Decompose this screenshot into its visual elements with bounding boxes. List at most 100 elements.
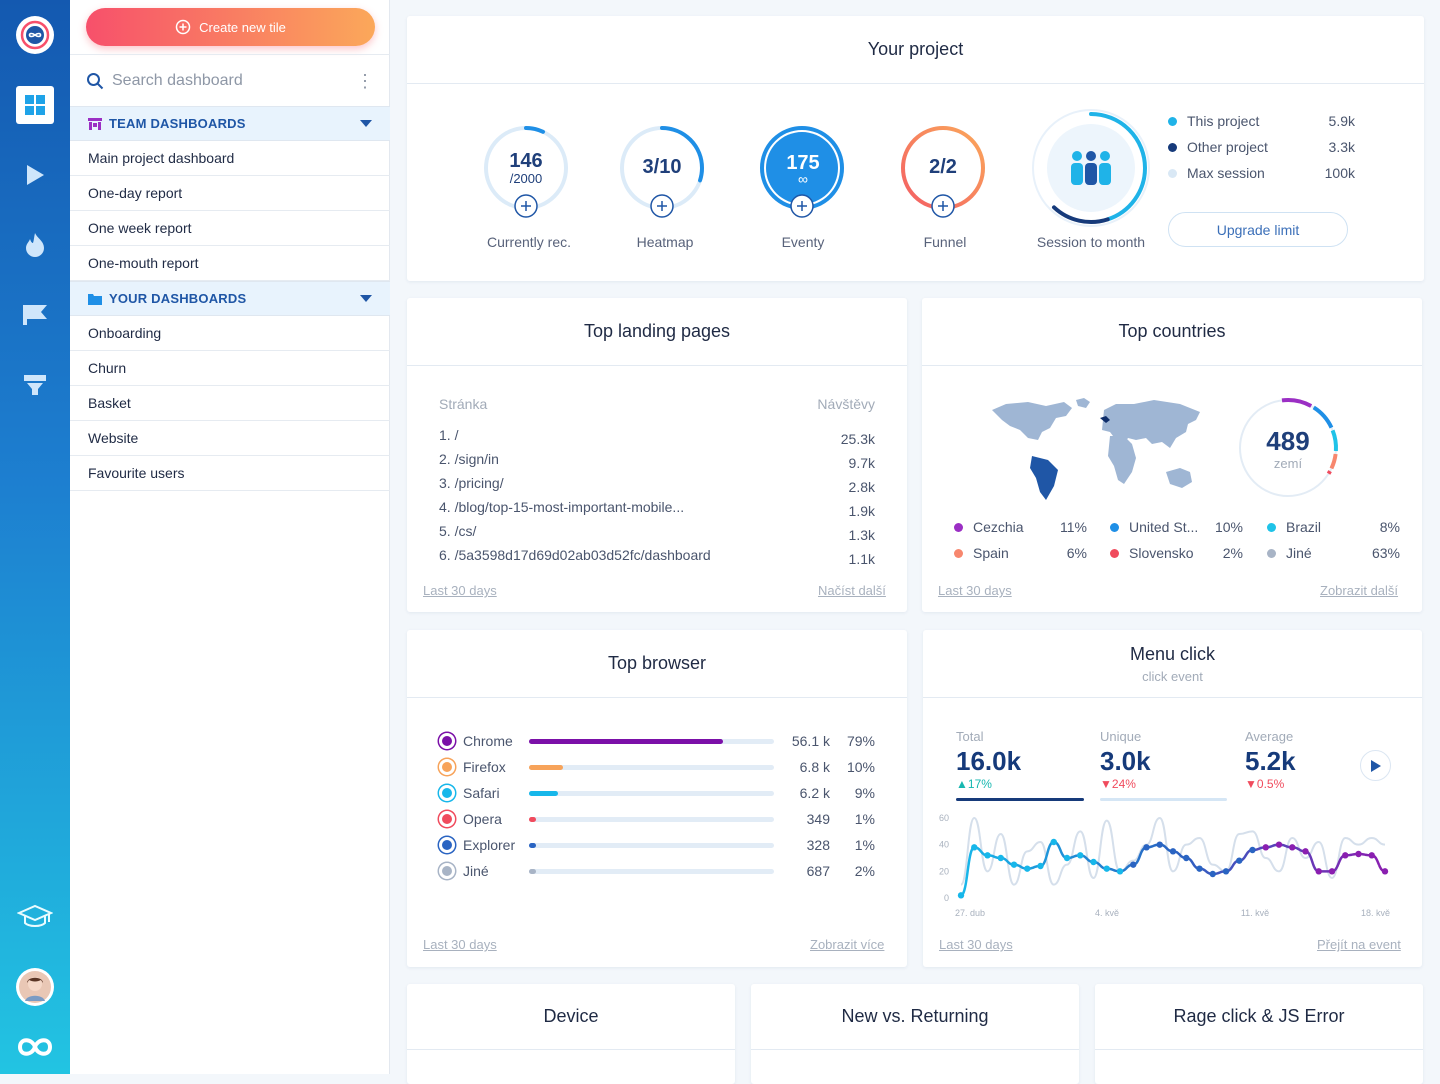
data-point[interactable] bbox=[1315, 868, 1322, 875]
table-row[interactable]: 2. /sign/in 9.7k bbox=[439, 451, 875, 471]
browser-row[interactable]: Opera 349 1% bbox=[439, 809, 875, 829]
browser-row[interactable]: Firefox 6.8 k 10% bbox=[439, 757, 875, 777]
gauge-value-heatmap: 3/10 bbox=[622, 156, 702, 179]
data-point[interactable] bbox=[1103, 865, 1110, 872]
browser-row[interactable]: Chrome 56.1 k 79% bbox=[439, 731, 875, 751]
sidebar-item-main-project[interactable]: Main project dashboard bbox=[70, 141, 390, 176]
data-point[interactable] bbox=[1275, 841, 1283, 848]
landing-period-link[interactable]: Last 30 days bbox=[423, 583, 497, 598]
add-gauge-icon[interactable] bbox=[790, 194, 814, 218]
data-point[interactable] bbox=[1381, 868, 1389, 875]
browser-row[interactable]: Jiné 687 2% bbox=[439, 861, 875, 881]
rail-recordings-button[interactable] bbox=[16, 156, 54, 194]
sidebar-item-one-day[interactable]: One-day report bbox=[70, 176, 390, 211]
data-point[interactable] bbox=[1077, 852, 1084, 859]
data-point[interactable] bbox=[984, 852, 991, 859]
upgrade-limit-button[interactable]: Upgrade limit bbox=[1168, 212, 1348, 247]
data-point[interactable] bbox=[1328, 868, 1336, 875]
add-gauge-icon[interactable] bbox=[931, 194, 955, 218]
browser-name: Safari bbox=[439, 785, 529, 801]
search-input[interactable] bbox=[112, 71, 352, 90]
chevron-down-icon[interactable] bbox=[360, 295, 372, 302]
rail-funnel-button[interactable] bbox=[16, 366, 54, 404]
country-pct: 63% bbox=[1371, 545, 1400, 561]
sidebar-item-basket[interactable]: Basket bbox=[70, 386, 390, 421]
sidebar-item-one-mouth[interactable]: One-mouth report bbox=[70, 246, 390, 281]
play-button[interactable] bbox=[1360, 750, 1391, 781]
data-point[interactable] bbox=[1222, 868, 1230, 875]
gauge-fill bbox=[766, 132, 838, 204]
add-gauge-icon[interactable] bbox=[514, 194, 538, 218]
table-row[interactable]: 3. /pricing/2.8k bbox=[439, 475, 875, 495]
data-point[interactable] bbox=[1130, 861, 1137, 868]
landing-more-link[interactable]: Načíst další bbox=[818, 583, 886, 598]
create-tile-button[interactable]: Create new tile bbox=[86, 8, 375, 46]
table-row[interactable]: 4. /blog/top-15-most-important-mobile...… bbox=[439, 499, 875, 519]
search-row: ⋮ bbox=[70, 54, 390, 106]
data-point[interactable] bbox=[1262, 844, 1269, 851]
sidebar-item-churn[interactable]: Churn bbox=[70, 351, 390, 386]
browser-more-link[interactable]: Zobrazit více bbox=[810, 937, 885, 952]
team-dashboards-header[interactable]: TEAM DASHBOARDS bbox=[70, 106, 390, 141]
your-dashboards-header[interactable]: YOUR DASHBOARDS bbox=[70, 281, 390, 316]
sidebar-item-one-week[interactable]: One week report bbox=[70, 211, 390, 246]
sidebar-item-website[interactable]: Website bbox=[70, 421, 390, 456]
data-point[interactable] bbox=[1050, 838, 1057, 846]
rail-dashboard-button[interactable] bbox=[16, 86, 54, 124]
data-point[interactable] bbox=[1302, 848, 1309, 855]
landing-column-headers: Stránka Návštěvy bbox=[439, 396, 875, 412]
data-point[interactable] bbox=[1236, 857, 1243, 864]
sidebar-item-onboarding[interactable]: Onboarding bbox=[70, 316, 390, 351]
browser-name: Firefox bbox=[439, 759, 529, 775]
team-icon bbox=[88, 117, 102, 130]
data-point[interactable] bbox=[1037, 862, 1044, 870]
data-point[interactable] bbox=[1355, 850, 1362, 858]
chevron-down-icon[interactable] bbox=[360, 120, 372, 127]
data-point[interactable] bbox=[1063, 854, 1071, 862]
table-row[interactable]: 5. /cs/1.3k bbox=[439, 523, 875, 543]
data-point[interactable] bbox=[1209, 870, 1216, 878]
data-point[interactable] bbox=[1116, 868, 1124, 875]
data-point[interactable] bbox=[1368, 852, 1375, 859]
menu-click-period-link[interactable]: Last 30 days bbox=[939, 937, 1013, 952]
rail-heatmap-button[interactable] bbox=[16, 226, 54, 264]
browser-row[interactable]: Explorer 328 1% bbox=[439, 835, 875, 855]
new-returning-title: New vs. Returning bbox=[841, 1006, 989, 1026]
more-options-icon[interactable]: ⋮ bbox=[356, 70, 374, 91]
data-point[interactable] bbox=[1156, 841, 1163, 848]
browser-row[interactable]: Safari 6.2 k 9% bbox=[439, 783, 875, 803]
country-united-states: United St... 10% bbox=[1110, 519, 1243, 535]
data-point[interactable] bbox=[1024, 865, 1031, 872]
rail-academy-button[interactable] bbox=[16, 898, 54, 936]
stat-delta-value: 24% bbox=[1111, 777, 1136, 791]
data-point[interactable] bbox=[971, 844, 978, 851]
data-point[interactable] bbox=[1090, 858, 1097, 866]
app-logo[interactable] bbox=[16, 16, 54, 54]
world-map bbox=[992, 398, 1200, 500]
data-point[interactable] bbox=[1289, 844, 1296, 851]
sidebar-item-favourite-users[interactable]: Favourite users bbox=[70, 456, 390, 491]
data-point[interactable] bbox=[1249, 846, 1256, 854]
stat-label: Average bbox=[1245, 729, 1294, 744]
data-point[interactable] bbox=[1169, 848, 1177, 855]
data-point[interactable] bbox=[957, 892, 965, 899]
data-point[interactable] bbox=[997, 854, 1004, 862]
table-row[interactable]: 6. /5a3598d17d69d02ab03d52fc/dashboard 1.… bbox=[439, 547, 875, 567]
flag-icon bbox=[23, 305, 47, 325]
page-path: 4. /blog/top-15-most-important-mobile... bbox=[439, 499, 685, 515]
browser-pct: 79% bbox=[846, 733, 875, 749]
browser-period-link[interactable]: Last 30 days bbox=[423, 937, 497, 952]
menu-click-more-link[interactable]: Přejít na event bbox=[1317, 937, 1401, 952]
data-point[interactable] bbox=[1342, 852, 1349, 859]
countries-more-link[interactable]: Zobrazit další bbox=[1320, 583, 1399, 598]
data-point[interactable] bbox=[1183, 854, 1190, 862]
data-point[interactable] bbox=[1010, 861, 1018, 868]
table-row[interactable]: 1. / 25.3k bbox=[439, 427, 875, 447]
data-point[interactable] bbox=[1196, 865, 1203, 872]
data-point[interactable] bbox=[1143, 844, 1150, 851]
add-gauge-icon[interactable] bbox=[650, 194, 674, 218]
rail-events-button[interactable] bbox=[16, 296, 54, 334]
user-avatar[interactable] bbox=[16, 968, 54, 1006]
countries-period-link[interactable]: Last 30 days bbox=[938, 583, 1012, 598]
project-card-header: Your project bbox=[407, 16, 1424, 84]
